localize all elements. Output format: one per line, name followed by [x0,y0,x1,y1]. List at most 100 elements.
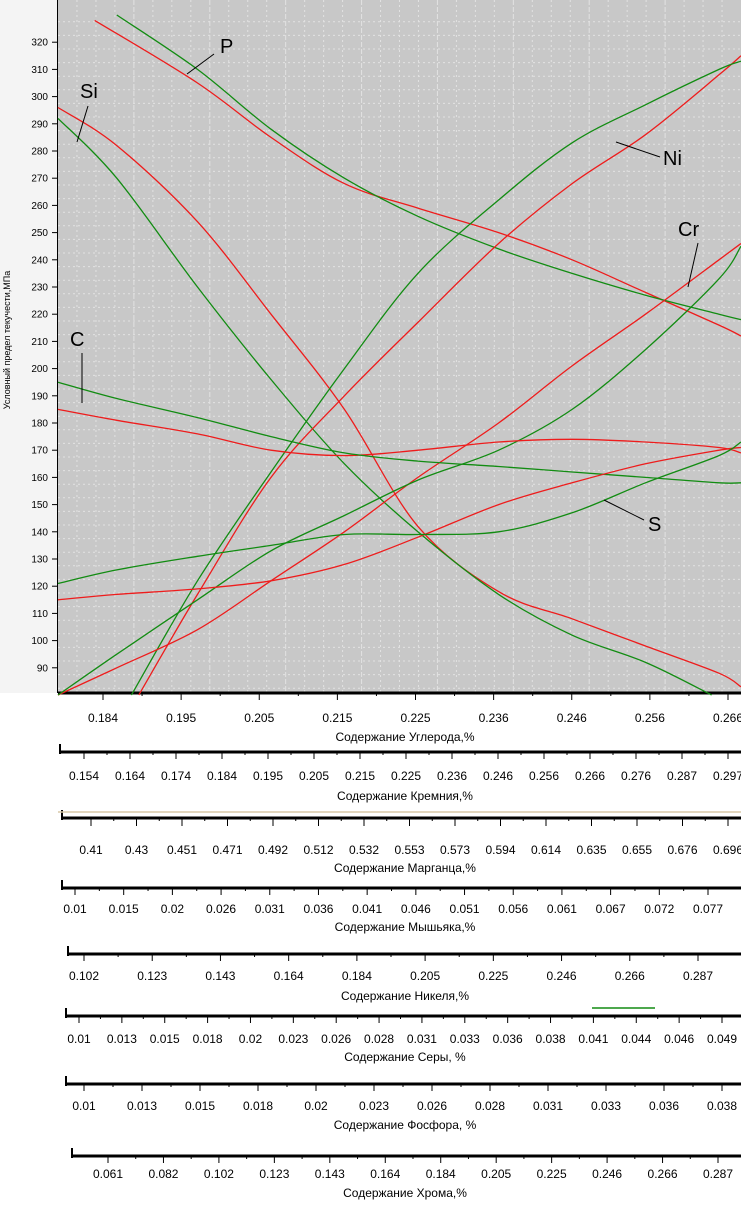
y-tick-label: 120 [31,582,48,593]
leader-line-p [186,53,215,75]
x-tick-label: 0.036 [649,1099,679,1113]
x-tick-label: 0.594 [485,843,515,857]
y-tick-label: 140 [31,527,48,538]
series-ni-red [138,55,741,696]
y-tick-label: 160 [31,473,48,484]
x-tick-label: 0.287 [703,1167,733,1181]
x-tick-label: 0.061 [547,902,577,916]
x-tick-label: 0.046 [401,902,431,916]
leader-line-cr [687,242,699,288]
x-tick-label: 0.082 [148,1167,178,1181]
x-tick-label: 0.256 [529,769,559,783]
x-tick-label: 0.02 [161,902,185,916]
y-tick-label: 260 [31,201,48,212]
x-tick-label: 0.195 [253,769,283,783]
x-tick-label: 0.573 [440,843,470,857]
x-tick-label: 0.044 [621,1032,651,1046]
x-tick-label: 0.123 [259,1167,289,1181]
x-tick-label: 0.246 [592,1167,622,1181]
x-tick-label: 0.195 [166,711,196,725]
x-axis-6: 0.01 0.013 0.015 0.018 0.02 0.023 0.026 0.028 0.… [65,1008,741,1064]
x-axis-title: Содержание Никеля,% [341,989,469,1003]
x-tick-label: 0.635 [576,843,606,857]
y-tick-label: 130 [31,555,48,566]
plot-grid [58,0,741,693]
x-tick-label: 0.033 [450,1032,480,1046]
x-tick-label: 0.033 [591,1099,621,1113]
x-tick-label: 0.143 [315,1167,345,1181]
x-tick-label: 0.028 [364,1032,394,1046]
x-tick-label: 0.041 [578,1032,608,1046]
y-tick-label: 280 [31,147,48,158]
x-axis-3: 0.41 0.43 0.451 0.471 0.492 0.512 0.532 0.553 0.… [61,810,741,875]
x-tick-label: 0.246 [547,969,577,983]
x-tick-label: 0.023 [278,1032,308,1046]
x-axis-1: 0.184 0.195 0.205 0.215 0.225 0.236 0.246 0.256… [88,693,741,744]
y-axis-title: Условный предел текучести,МПа [2,271,12,410]
leader-line-ni [615,141,661,158]
x-tick-label: 0.143 [205,969,235,983]
x-tick-label: 0.614 [531,843,561,857]
x-axis-4: 0.01 0.015 0.02 0.026 0.031 0.036 0.041 0.046 0.… [61,880,741,934]
x-tick-label: 0.01 [67,1032,91,1046]
x-tick-label: 0.266 [713,711,741,725]
y-tick-label: 250 [31,228,48,239]
series-s-green [57,441,741,585]
x-tick-label: 0.225 [391,769,421,783]
x-axis-5: 0.102 0.123 0.143 0.164 0.184 0.205 0.225 0.246… [67,946,741,1003]
x-tick-label: 0.164 [115,769,145,783]
x-tick-label: 0.492 [258,843,288,857]
x-tick-label: 0.02 [239,1032,263,1046]
y-tick-label: 150 [31,500,48,511]
x-axis-8: 0.061 0.082 0.102 0.123 0.143 0.164 0.184 0.205… [71,1148,741,1200]
x-tick-label: 0.013 [107,1032,137,1046]
curve-labels: P Si Ni Cr C S [70,36,699,536]
series-si-green [57,117,712,696]
y-tick-label: 210 [31,337,48,348]
x-tick-label: 0.01 [63,902,87,916]
series-p-red [94,19,741,337]
x-tick-label: 0.102 [204,1167,234,1181]
y-tick-label: 200 [31,364,48,375]
x-tick-label: 0.246 [557,711,587,725]
x-tick-label: 0.031 [407,1032,437,1046]
y-tick-label: 190 [31,391,48,402]
x-tick-label: 0.02 [304,1099,328,1113]
x-axis-title: Содержание Серы, % [344,1050,466,1064]
x-tick-label: 0.013 [127,1099,157,1113]
x-tick-label: 0.256 [635,711,665,725]
x-tick-label: 0.038 [536,1032,566,1046]
x-tick-label: 0.015 [150,1032,180,1046]
x-tick-label: 0.236 [437,769,467,783]
curves [57,14,741,696]
x-tick-label: 0.266 [615,969,645,983]
y-tick-label: 180 [31,419,48,430]
x-tick-label: 0.018 [243,1099,273,1113]
x-tick-label: 0.696 [713,843,741,857]
x-tick-label: 0.036 [493,1032,523,1046]
x-tick-label: 0.015 [109,902,139,916]
x-tick-label: 0.018 [193,1032,223,1046]
y-tick-label: 170 [31,446,48,457]
x-tick-label: 0.205 [244,711,274,725]
x-tick-label: 0.051 [450,902,480,916]
curve-label-s: S [648,514,661,536]
x-tick-label: 0.061 [93,1167,123,1181]
x-tick-label: 0.205 [481,1167,511,1181]
x-tick-label: 0.015 [185,1099,215,1113]
x-tick-label: 0.276 [621,769,651,783]
x-tick-label: 0.028 [475,1099,505,1113]
series-cr-red [57,242,741,696]
x-axis-2: 0.154 0.164 0.174 0.184 0.195 0.205 0.215 0.225… [59,744,741,803]
x-tick-label: 0.287 [667,769,697,783]
x-axis-title: Содержание Фосфора, % [334,1118,477,1132]
x-axis-title: Содержание Мышьяка,% [335,920,476,934]
x-tick-label: 0.553 [394,843,424,857]
series-si-red [57,106,741,688]
leader-line-s [603,499,645,521]
x-tick-label: 0.056 [498,902,528,916]
x-tick-label: 0.031 [533,1099,563,1113]
x-tick-label: 0.049 [707,1032,737,1046]
y-tick-label: 310 [31,65,48,76]
x-tick-label: 0.451 [167,843,197,857]
